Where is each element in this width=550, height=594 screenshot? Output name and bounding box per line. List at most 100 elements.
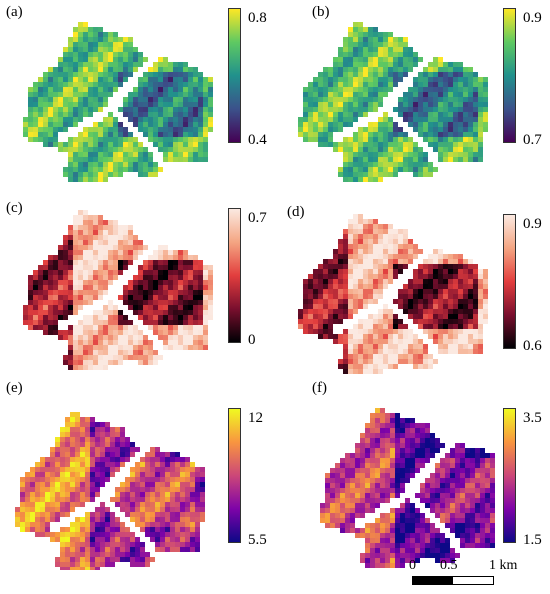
raster-cell (180, 482, 185, 487)
raster-cell (50, 512, 55, 517)
raster-cell (78, 260, 83, 265)
raster-cell (380, 548, 385, 553)
raster-cell (463, 137, 468, 142)
raster-cell (353, 52, 358, 57)
raster-cell (333, 112, 338, 117)
raster-cell (88, 77, 93, 82)
raster-cell (403, 304, 408, 309)
raster-cell (443, 314, 448, 319)
raster-cell (410, 468, 415, 473)
raster-cell (48, 330, 53, 335)
raster-cell (425, 553, 430, 558)
raster-cell (438, 329, 443, 334)
raster-cell (123, 230, 128, 235)
raster-cell (413, 167, 418, 172)
raster-cell (383, 92, 388, 97)
raster-cell (88, 52, 93, 57)
raster-cell (438, 142, 443, 147)
raster-cell (348, 279, 353, 284)
raster-cell (318, 132, 323, 137)
raster-cell (113, 32, 118, 37)
raster-cell (380, 418, 385, 423)
raster-cell (65, 427, 70, 432)
raster-cell (385, 413, 390, 418)
raster-cell (165, 517, 170, 522)
raster-cell (393, 324, 398, 329)
raster-cell (180, 462, 185, 467)
raster-cell (353, 219, 358, 224)
raster-cell (78, 350, 83, 355)
raster-cell (393, 359, 398, 364)
raster-cell (78, 280, 83, 285)
raster-cell (98, 87, 103, 92)
raster-cell (383, 87, 388, 92)
raster-cell (68, 37, 73, 42)
raster-cell (465, 448, 470, 453)
raster-cell (63, 102, 68, 107)
raster-cell (105, 562, 110, 567)
raster-cell (83, 245, 88, 250)
raster-cell (438, 57, 443, 62)
raster-cell (85, 562, 90, 567)
raster-cell (378, 87, 383, 92)
raster-cell (368, 92, 373, 97)
raster-cell (368, 359, 373, 364)
raster-cell (90, 522, 95, 527)
raster-cell (203, 127, 208, 132)
raster-cell (473, 319, 478, 324)
raster-cell (113, 230, 118, 235)
raster-cell (143, 107, 148, 112)
raster-cell (98, 177, 103, 182)
raster-cell (128, 250, 133, 255)
raster-cell (38, 107, 43, 112)
raster-cell (138, 340, 143, 345)
raster-cell (38, 285, 43, 290)
raster-cell (90, 417, 95, 422)
raster-cell (370, 558, 375, 563)
raster-cell (340, 508, 345, 513)
raster-cell (68, 67, 73, 72)
raster-cell (160, 512, 165, 517)
raster-cell (100, 517, 105, 522)
raster-cell (85, 447, 90, 452)
raster-cell (90, 467, 95, 472)
scale-label-half: 0.5 (440, 558, 458, 573)
raster-cell (208, 290, 213, 295)
raster-cell (333, 107, 338, 112)
raster-cell (358, 304, 363, 309)
raster-cell (88, 220, 93, 225)
raster-cell (70, 412, 75, 417)
raster-cell (63, 235, 68, 240)
raster-cell (448, 117, 453, 122)
raster-cell (378, 67, 383, 72)
raster-cell (323, 294, 328, 299)
raster-cell (163, 270, 168, 275)
raster-cell (408, 122, 413, 127)
raster-cell (480, 488, 485, 493)
raster-cell (428, 92, 433, 97)
raster-cell (55, 532, 60, 537)
raster-cell (448, 102, 453, 107)
raster-cell (43, 137, 48, 142)
raster-cell (420, 543, 425, 548)
raster-cell (395, 493, 400, 498)
raster-cell (30, 482, 35, 487)
raster-cell (113, 235, 118, 240)
raster-cell (85, 537, 90, 542)
raster-cell (198, 92, 203, 97)
raster-cell (118, 255, 123, 260)
raster-cell (53, 310, 58, 315)
raster-cell (473, 132, 478, 137)
raster-cell (178, 300, 183, 305)
raster-cell (363, 57, 368, 62)
raster-cell (113, 265, 118, 270)
raster-cell (98, 245, 103, 250)
raster-cell (45, 532, 50, 537)
raster-cell (63, 142, 68, 147)
raster-cell (100, 532, 105, 537)
raster-cell (473, 339, 478, 344)
raster-cell (418, 274, 423, 279)
raster-cell (168, 335, 173, 340)
raster-cell (368, 249, 373, 254)
raster-cell (348, 157, 353, 162)
